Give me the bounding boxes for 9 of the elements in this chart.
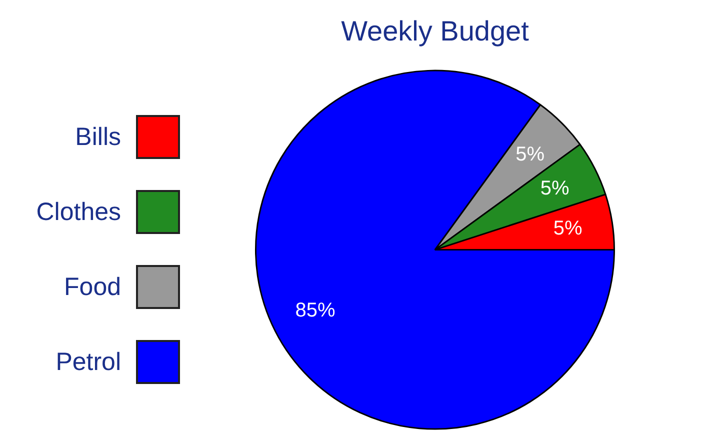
legend-label: Food	[64, 272, 121, 302]
legend-label: Bills	[75, 122, 121, 152]
legend-label: Petrol	[56, 348, 121, 376]
data-label: 5%	[540, 177, 570, 200]
legend-label: Clothes	[36, 198, 121, 226]
chart-title: Weekly Budget	[341, 16, 530, 47]
data-label: 85%	[295, 299, 336, 322]
data-label: 5%	[553, 217, 582, 240]
data-label: 5%	[516, 143, 545, 166]
